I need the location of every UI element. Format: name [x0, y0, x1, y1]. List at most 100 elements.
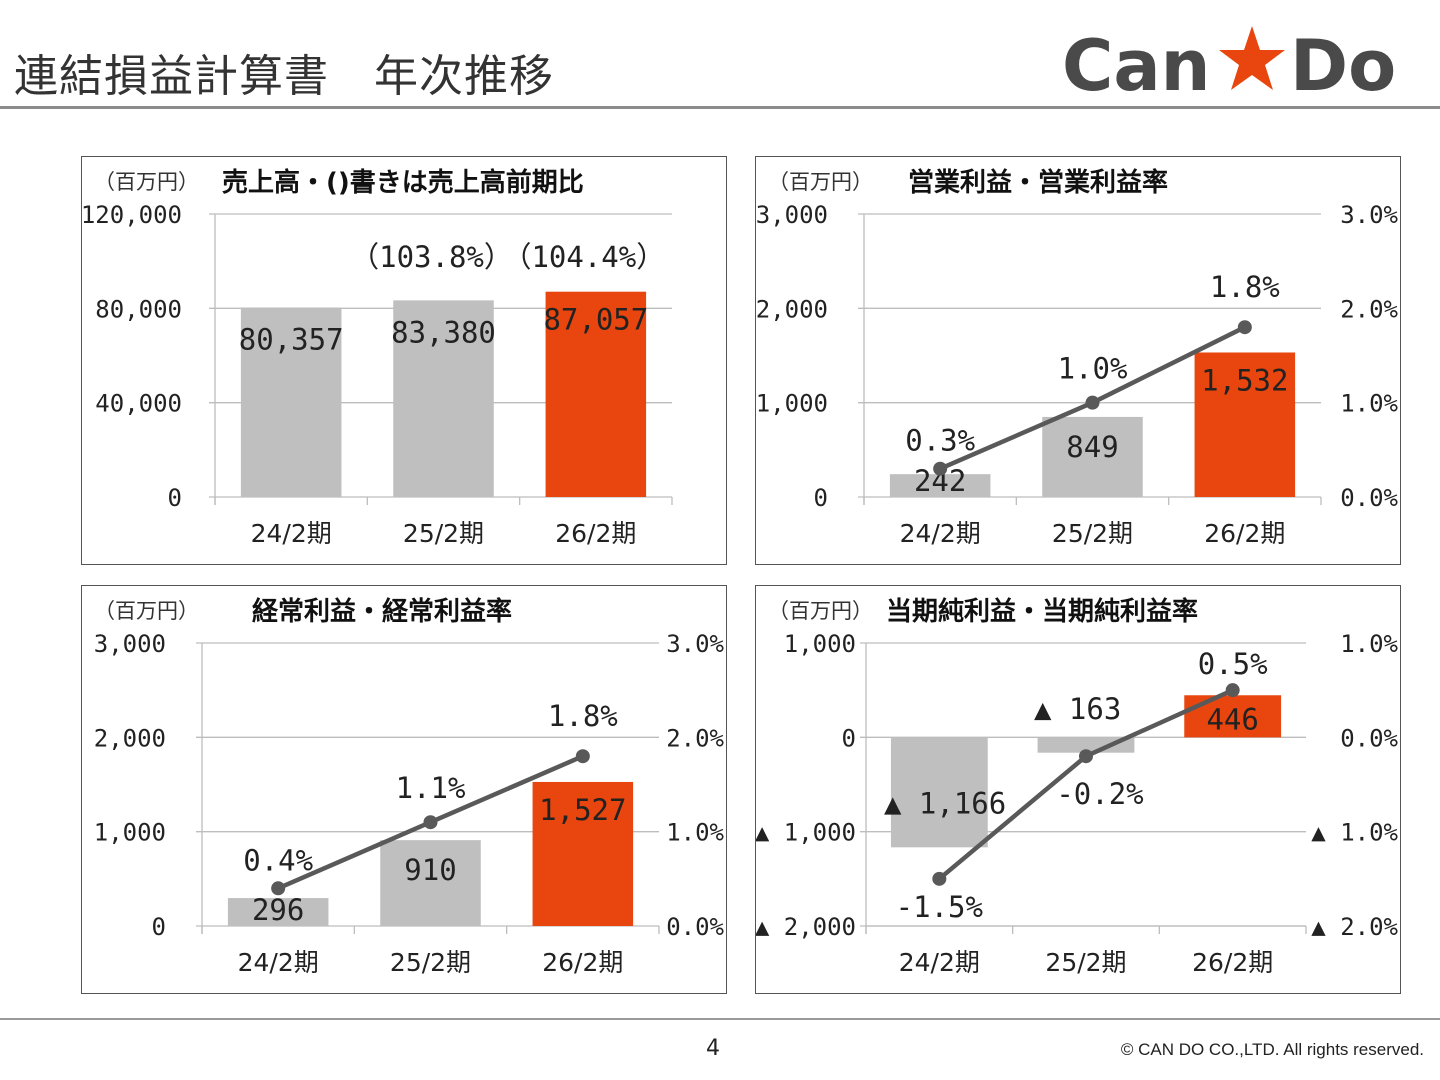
- y-tick-label: 2,000: [756, 295, 828, 323]
- y-tick-label: 2,000: [94, 724, 166, 752]
- bar-value-label: 80,357: [239, 322, 344, 356]
- bar-value-label: 849: [1066, 430, 1118, 464]
- panel-net: （百万円） 当期純利益・当期純利益率 ▲ 2,000 ▲ 1,000 0 1,000 ▲ 2…: [755, 585, 1401, 994]
- bar: [532, 781, 634, 926]
- y-tick-label: 1,000: [784, 630, 856, 658]
- chart-title: 売上高・()書きは売上高前期比: [222, 167, 584, 198]
- unit-label: （百万円）: [94, 170, 199, 194]
- bar: [240, 307, 342, 497]
- rate-label: 1.1%: [396, 771, 466, 805]
- bar: [1194, 352, 1296, 497]
- bar-value-label: 446: [1206, 702, 1258, 736]
- page-title: 連結損益計算書 年次推移: [14, 51, 554, 102]
- y2-tick-label: 3.0%: [1340, 201, 1398, 229]
- x-category-label: 24/2期: [238, 948, 319, 977]
- bar-value-label: 83,380: [391, 315, 496, 349]
- x-category-label: 25/2期: [403, 519, 484, 548]
- y2-tick-label: 3.0%: [666, 630, 724, 658]
- bar: [227, 898, 329, 926]
- x-category-label: 25/2期: [1052, 519, 1133, 548]
- rate-label: 1.8%: [548, 699, 618, 733]
- bar: [393, 300, 494, 497]
- title-divider: [0, 106, 1440, 109]
- rate-label: 0.5%: [1198, 647, 1268, 681]
- bar-value-label: 87,057: [543, 303, 648, 337]
- chart-title: 当期純利益・当期純利益率: [886, 596, 1198, 627]
- bar: [890, 737, 988, 848]
- chart-title: 経常利益・経常利益率: [252, 596, 512, 627]
- unit-label: （百万円）: [768, 599, 873, 623]
- footer-divider: [0, 1018, 1440, 1020]
- rate-point: [271, 881, 286, 896]
- y-tick-label: 0: [168, 484, 182, 512]
- y2-tick-label: 0.0%: [1340, 484, 1398, 512]
- ratio-label: （104.4%）: [502, 240, 665, 274]
- rate-label: -0.2%: [1056, 777, 1143, 811]
- y-tick-label: 1,000: [94, 819, 166, 847]
- y2-tick-label: 2.0%: [666, 724, 724, 752]
- rate-label: 1.0%: [1058, 352, 1128, 386]
- y2-tick-label: 1.0%: [1340, 630, 1398, 658]
- x-category-label: 26/2期: [542, 948, 623, 977]
- rate-point: [423, 815, 438, 830]
- y-tick-label: 3,000: [756, 201, 828, 229]
- y2-tick-label: ▲ 1.0%: [1311, 819, 1398, 847]
- bar: [380, 840, 481, 926]
- rate-label: -1.5%: [896, 890, 983, 924]
- unit-label: （百万円）: [94, 599, 199, 623]
- x-category-label: 24/2期: [251, 519, 332, 548]
- copyright: © CAN DO CO.,LTD. All rights reserved.: [1120, 1040, 1424, 1059]
- rate-point: [1237, 320, 1252, 335]
- bar: [1042, 416, 1143, 497]
- y-tick-label: 1,000: [756, 390, 828, 418]
- logo-text-right: Do: [1290, 25, 1396, 107]
- ratio-label: （103.8%）: [350, 240, 513, 274]
- x-category-label: 24/2期: [900, 519, 981, 548]
- bar: [889, 474, 991, 497]
- y2-tick-label: 0.0%: [666, 913, 724, 941]
- bar: [545, 291, 647, 497]
- logo-text-left: Can: [1062, 25, 1210, 107]
- y2-tick-label: 1.0%: [1340, 390, 1398, 418]
- y-tick-label: 0: [814, 484, 828, 512]
- x-category-label: 25/2期: [1045, 948, 1126, 977]
- panel-operating: （百万円） 営業利益・営業利益率 0 1,000 2,000 3,000 0.0% 1.0% 2…: [755, 156, 1401, 565]
- rate-point: [933, 461, 948, 476]
- y2-tick-label: 2.0%: [1340, 295, 1398, 323]
- bar-value-label: 910: [404, 853, 456, 887]
- logo: Can Do: [1062, 25, 1396, 107]
- panel-sales: （百万円） 売上高・()書きは売上高前期比 0 40,000 80,000 120,000…: [81, 156, 727, 565]
- y2-tick-label: 1.0%: [666, 819, 724, 847]
- bar: [1037, 737, 1135, 753]
- rate-label: 0.4%: [243, 843, 313, 877]
- rate-point: [1079, 749, 1093, 764]
- unit-label: （百万円）: [768, 170, 873, 194]
- panel-ordinary: （百万円） 経常利益・経常利益率 0 1,000 2,000 3,000 0.0% 1.0% 2…: [81, 585, 727, 994]
- y-tick-label: 0: [842, 724, 856, 752]
- y-tick-label: 0: [152, 913, 166, 941]
- y-tick-label: 3,000: [94, 630, 166, 658]
- y-tick-label: ▲ 1,000: [756, 819, 856, 847]
- y2-tick-label: ▲ 2.0%: [1311, 913, 1398, 941]
- y-tick-label: 40,000: [95, 390, 182, 418]
- x-category-label: 26/2期: [1204, 519, 1285, 548]
- page-number: 4: [706, 1036, 720, 1061]
- bar-value-label: 1,532: [1201, 363, 1288, 397]
- bar-value-label: ▲ 163: [1034, 692, 1121, 726]
- x-category-label: 26/2期: [555, 519, 636, 548]
- rate-point: [932, 871, 947, 886]
- rate-point: [1225, 683, 1240, 698]
- rate-point: [575, 749, 590, 764]
- bar-value-label: ▲ 1,166: [884, 786, 1006, 820]
- x-category-label: 25/2期: [390, 948, 471, 977]
- x-category-label: 24/2期: [899, 948, 980, 977]
- y-tick-label: ▲ 2,000: [756, 913, 856, 941]
- rate-label: 1.8%: [1210, 270, 1280, 304]
- bar-value-label: 296: [252, 893, 304, 927]
- bar-value-label: 1,527: [539, 793, 626, 827]
- rate-point: [1085, 395, 1100, 410]
- y-tick-label: 80,000: [95, 295, 182, 323]
- y-tick-label: 120,000: [82, 201, 182, 229]
- x-category-label: 26/2期: [1192, 948, 1273, 977]
- y2-tick-label: 0.0%: [1340, 724, 1398, 752]
